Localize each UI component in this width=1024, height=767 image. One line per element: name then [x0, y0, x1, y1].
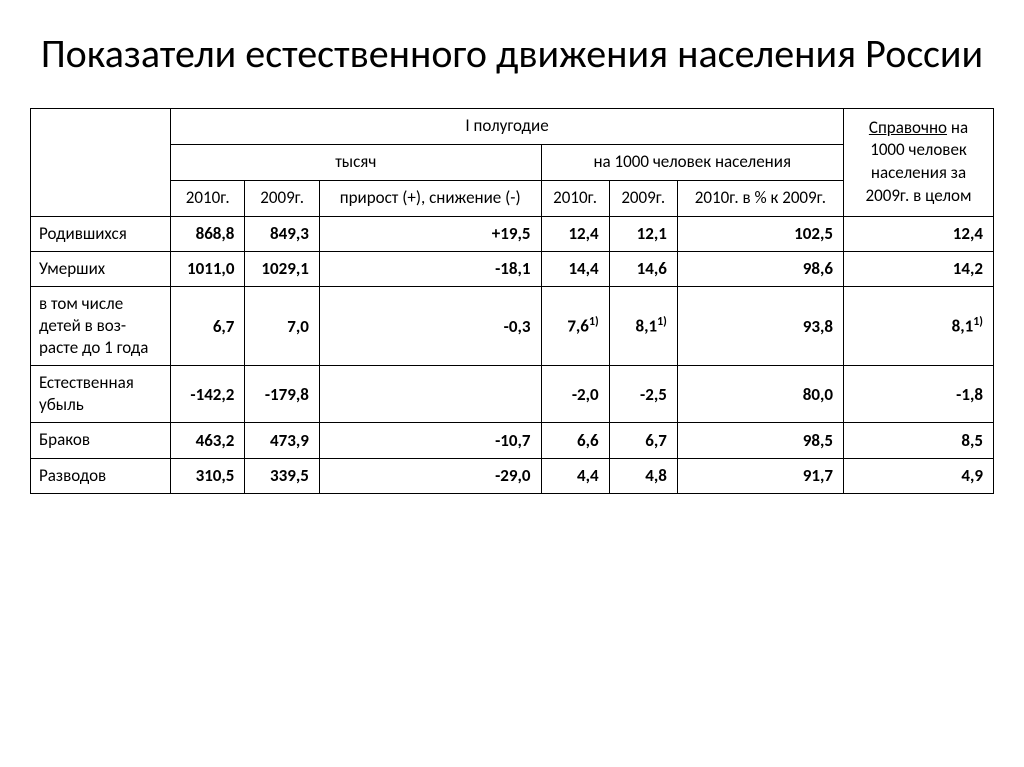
data-cell: 310,5 — [171, 458, 245, 493]
header-pct: 2010г. в % к 2009г. — [677, 180, 843, 216]
row-label: в том числе детей в воз-расте до 1 года — [31, 287, 171, 366]
data-cell: 91,7 — [677, 458, 843, 493]
population-table: I полугодие Справочно на 1000 человек на… — [30, 108, 994, 494]
data-cell: 1029,1 — [245, 251, 319, 286]
data-cell: 7,61) — [541, 287, 609, 366]
data-cell: 12,1 — [609, 216, 677, 251]
data-cell: 6,6 — [541, 423, 609, 458]
data-cell: -29,0 — [319, 458, 541, 493]
data-cell: 8,11) — [844, 287, 994, 366]
data-cell: 339,5 — [245, 458, 319, 493]
data-cell: -2,5 — [609, 366, 677, 423]
data-cell: 7,0 — [245, 287, 319, 366]
header-thousands: тысяч — [171, 144, 542, 180]
table-row: Естественная убыль-142,2-179,8 -2,0-2,580… — [31, 366, 994, 423]
data-cell: +19,5 — [319, 216, 541, 251]
data-cell: -0,3 — [319, 287, 541, 366]
header-2010-b: 2010г. — [541, 180, 609, 216]
data-cell: 12,4 — [844, 216, 994, 251]
row-label: Родившихся — [31, 216, 171, 251]
data-cell: 6,7 — [609, 423, 677, 458]
page-title: Показатели естественного движения населе… — [30, 30, 994, 78]
data-cell: 1011,0 — [171, 251, 245, 286]
header-halfyear: I полугодие — [171, 109, 844, 145]
data-cell: 849,3 — [245, 216, 319, 251]
data-cell: 868,8 — [171, 216, 245, 251]
data-cell: 14,2 — [844, 251, 994, 286]
data-cell: 14,4 — [541, 251, 609, 286]
data-cell: 93,8 — [677, 287, 843, 366]
table-row: в том числе детей в воз-расте до 1 года6… — [31, 287, 994, 366]
data-cell: -1,8 — [844, 366, 994, 423]
data-cell: 4,8 — [609, 458, 677, 493]
data-cell: -10,7 — [319, 423, 541, 458]
row-label: Естественная убыль — [31, 366, 171, 423]
header-reference: Справочно на 1000 человек населения за 2… — [844, 109, 994, 217]
data-cell: -179,8 — [245, 366, 319, 423]
data-cell: -2,0 — [541, 366, 609, 423]
data-cell: 6,7 — [171, 287, 245, 366]
header-2009-b: 2009г. — [609, 180, 677, 216]
table-row: Родившихся868,8849,3+19,512,412,1102,512… — [31, 216, 994, 251]
row-label: Разводов — [31, 458, 171, 493]
header-2010-a: 2010г. — [171, 180, 245, 216]
footnote-marker: 1) — [657, 315, 667, 329]
header-row-1: I полугодие Справочно на 1000 человек на… — [31, 109, 994, 145]
table-body: Родившихся868,8849,3+19,512,412,1102,512… — [31, 216, 994, 493]
data-cell: 102,5 — [677, 216, 843, 251]
table-row: Разводов310,5339,5-29,04,44,891,74,9 — [31, 458, 994, 493]
row-label: Браков — [31, 423, 171, 458]
data-cell: 98,5 — [677, 423, 843, 458]
data-cell: -18,1 — [319, 251, 541, 286]
data-cell — [319, 366, 541, 423]
data-cell: 98,6 — [677, 251, 843, 286]
data-cell: 4,9 — [844, 458, 994, 493]
data-cell: 8,5 — [844, 423, 994, 458]
data-cell: 473,9 — [245, 423, 319, 458]
header-change: прирост (+), снижение (-) — [319, 180, 541, 216]
data-cell: 4,4 — [541, 458, 609, 493]
table-row: Браков463,2473,9-10,76,66,798,58,5 — [31, 423, 994, 458]
row-label: Умерших — [31, 251, 171, 286]
data-cell: 14,6 — [609, 251, 677, 286]
data-cell: 8,11) — [609, 287, 677, 366]
data-cell: 80,0 — [677, 366, 843, 423]
corner-cell — [31, 109, 171, 217]
table-row: Умерших1011,01029,1-18,114,414,698,614,2 — [31, 251, 994, 286]
data-cell: 463,2 — [171, 423, 245, 458]
data-cell: -142,2 — [171, 366, 245, 423]
reference-underlined: Справочно — [869, 117, 947, 138]
data-cell: 12,4 — [541, 216, 609, 251]
footnote-marker: 1) — [973, 315, 983, 329]
header-2009-a: 2009г. — [245, 180, 319, 216]
footnote-marker: 1) — [589, 315, 599, 329]
header-per1000: на 1000 человек населения — [541, 144, 844, 180]
